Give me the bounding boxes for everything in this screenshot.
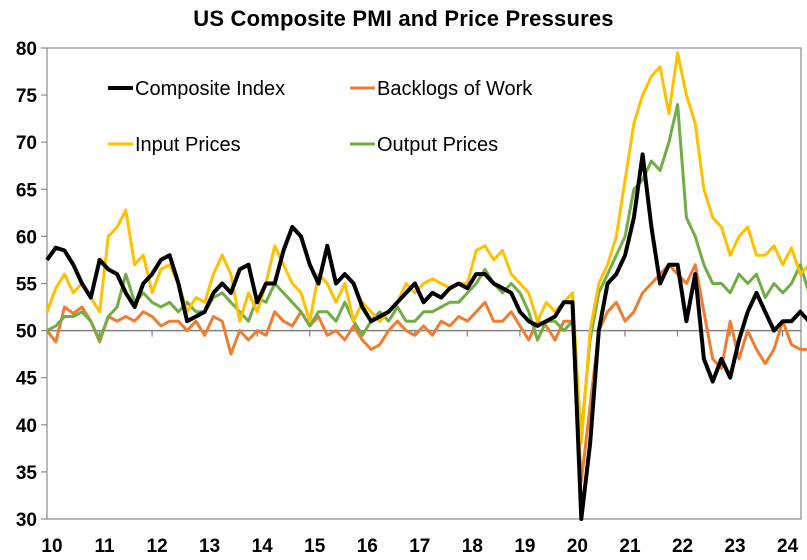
x-tick-label: 22 <box>672 536 693 557</box>
legend: Composite Index Backlogs of Work Input Pri… <box>108 78 533 156</box>
y-tick-label: 50 <box>16 322 37 343</box>
y-tick-label: 65 <box>16 180 38 201</box>
series-composite-index <box>45 152 807 521</box>
legend-label-input-prices: Input Prices <box>135 134 241 156</box>
x-tick-label: 23 <box>724 536 745 557</box>
y-tick-label: 80 <box>16 39 37 60</box>
x-tick-label: 18 <box>462 536 483 557</box>
x-tick-label: 17 <box>409 536 430 557</box>
x-tick-label: 21 <box>619 536 641 557</box>
series-backlogs-of-work <box>45 263 807 483</box>
x-tick-label: 24 <box>777 536 799 557</box>
series-output-prices <box>46 103 807 436</box>
legend-label-composite-index: Composite Index <box>135 78 285 100</box>
y-tick-label: 35 <box>16 463 38 484</box>
y-tick-label: 75 <box>16 86 38 107</box>
x-tick-label: 19 <box>514 536 535 557</box>
legend-label-backlogs-of-work: Backlogs of Work <box>377 78 533 100</box>
y-tick-label: 40 <box>16 416 37 437</box>
x-tick-label: 20 <box>567 536 588 557</box>
y-tick-label: 45 <box>16 369 38 390</box>
chart-title: US Composite PMI and Price Pressures <box>193 6 614 31</box>
x-tick-label: 15 <box>304 536 326 557</box>
y-tick-label: 55 <box>16 275 38 296</box>
x-tick-label: 11 <box>94 536 115 557</box>
x-tick-label: 14 <box>252 536 274 557</box>
x-tick-label: 10 <box>41 536 62 557</box>
axes: 30 35 40 45 50 55 60 65 70 75 80 10 11 12 13 14 15 16 17 18… <box>16 39 802 557</box>
x-tick-label: 16 <box>357 536 378 557</box>
series-lines <box>45 51 807 521</box>
y-tick-label: 70 <box>16 133 37 154</box>
series-input-prices <box>45 51 807 446</box>
x-tick-label: 12 <box>147 536 168 557</box>
legend-label-output-prices: Output Prices <box>377 134 498 156</box>
x-tick-label: 13 <box>199 536 220 557</box>
y-tick-label: 60 <box>16 227 37 248</box>
y-tick-label: 30 <box>16 510 37 531</box>
